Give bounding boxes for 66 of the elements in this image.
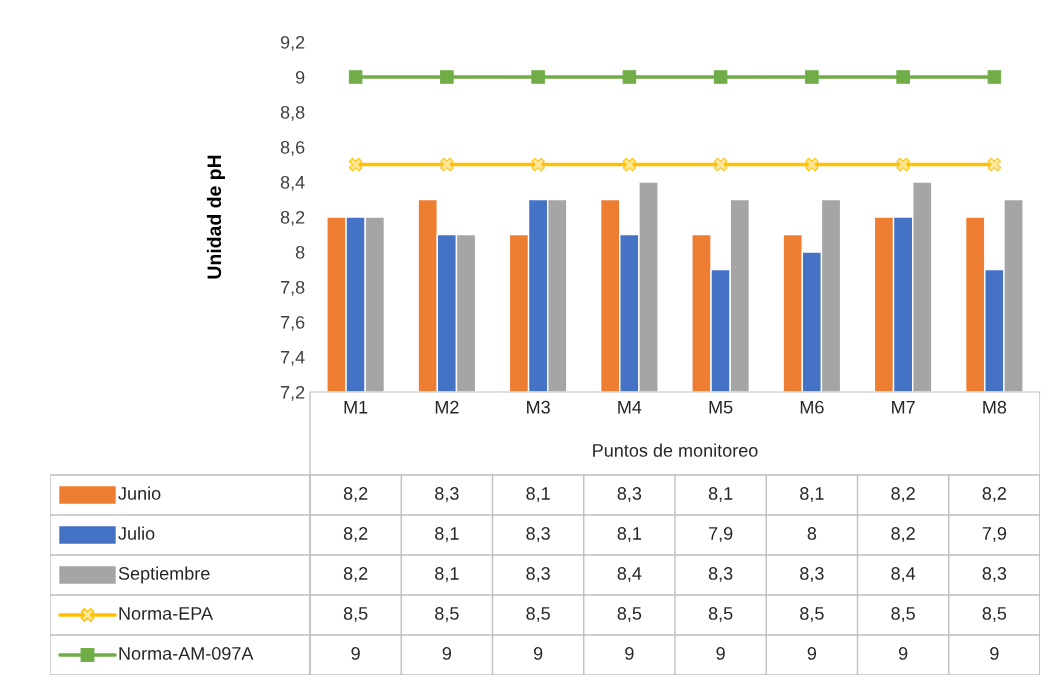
data-label: 8,5 [343,607,368,622]
data-label: 8,3 [617,487,642,502]
data-label: 9 [533,647,543,660]
data-label: 8,2 [891,527,915,542]
data-label: 7,9 [982,527,1007,542]
x-tick-label: M1 [344,401,368,414]
data-label: 7,9 [709,527,733,542]
data-label: 8,3 [435,487,459,502]
data-label: 8,3 [526,527,550,542]
data-label: 8,1 [526,487,550,502]
y-tick-label: 7,2 [280,385,305,401]
data-label: 8,1 [435,567,459,582]
data-label: 8,5 [891,607,915,622]
data-label: 9 [898,647,908,660]
data-label: 8,4 [891,567,916,582]
data-label: 9 [442,647,452,660]
x-axis-title: Puntos de monitoreo [593,443,758,457]
x-tick-label: M6 [800,400,824,414]
y-tick-label: 9,2 [280,35,305,51]
y-tick-label: 7,6 [280,315,305,331]
data-label: 8,2 [982,487,1007,502]
y-tick-label: 8,2 [280,210,305,226]
data-label: 9 [625,647,634,660]
legend-label: Junio [118,486,161,500]
y-tick-label: 8,6 [280,140,305,156]
y-tick-label: 7,4 [280,351,305,366]
data-label: 9 [807,647,817,660]
y-tick-label: 7,8 [280,280,305,296]
data-label: 9 [351,647,360,660]
legend-label: Julio [118,526,155,540]
x-tick-label: M4 [618,401,642,414]
data-label: 8,1 [800,487,824,502]
data-label: 8,3 [800,567,824,582]
x-tick-label: M3 [527,400,550,414]
y-tick-label: 9 [295,70,305,84]
legend-label: Septiembre [118,566,210,584]
data-label: 8,2 [343,567,368,582]
data-label: 8,5 [800,607,824,622]
y-tick-label: 8,4 [280,175,305,191]
data-label: 8,5 [708,607,733,622]
data-label: 8,2 [343,487,368,502]
data-label: 8,1 [708,487,733,502]
data-label: 9 [716,647,725,660]
x-tick-label: M7 [892,401,915,414]
legend-label: Norma-AM-097A [119,647,254,660]
data-label: 8,5 [526,607,550,622]
data-label: 8,2 [343,527,368,542]
y-axis-title: Unidad de pH [206,155,225,279]
x-tick-label: M2 [435,400,459,414]
x-tick-label: M5 [709,401,733,414]
data-label: 8,3 [526,567,550,582]
y-tick-label: 8 [295,245,305,259]
data-label: 8,3 [708,567,733,582]
y-tick-label: 8,8 [280,105,305,121]
legend-label: Norma-EPA [119,607,213,620]
data-label: 8 [807,527,817,540]
data-label: 8,1 [435,527,459,542]
data-label: 8,3 [982,567,1007,582]
data-label: 8,1 [617,527,642,542]
data-label: 8,5 [982,607,1007,622]
data-label: 8,4 [617,567,642,582]
data-label: 8,5 [617,607,642,622]
x-tick-label: M8 [983,400,1007,414]
data-label: 9 [990,647,999,660]
data-label: 8,2 [891,487,915,502]
data-label: 8,5 [435,607,459,622]
